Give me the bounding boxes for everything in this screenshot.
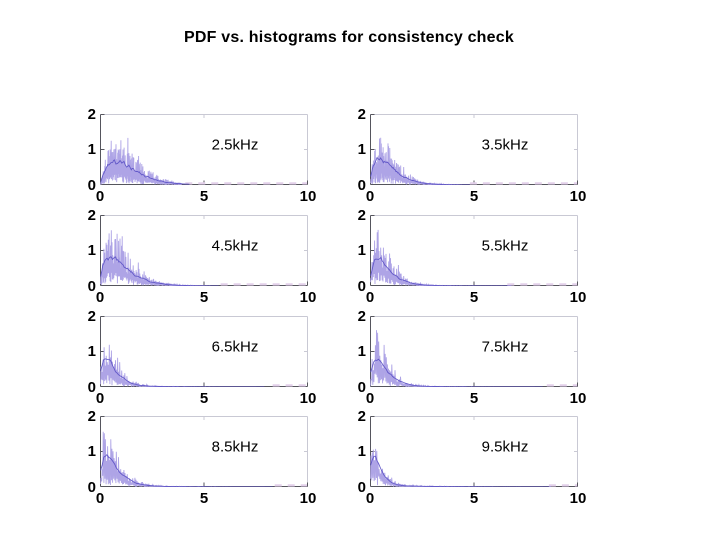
y-tick-label: 1 — [357, 242, 366, 259]
y-tick-label: 1 — [87, 443, 96, 460]
y-tick-label: 1 — [87, 141, 96, 158]
x-tick-label: 5 — [469, 188, 479, 205]
x-tick-label: 10 — [569, 289, 587, 306]
histogram-plot — [370, 114, 578, 185]
plot-panel-7.5kHz: 0 1 2 0 5 10 7.5kHz — [358, 309, 587, 407]
x-tick-label: 0 — [95, 390, 105, 407]
plot-panel-9.5kHz: 0 1 2 0 5 10 9.5kHz — [358, 409, 587, 507]
x-tick-label: 0 — [365, 490, 375, 507]
frequency-label: 5.5kHz — [481, 237, 529, 255]
plot-panel-2.5kHz: 0 1 2 0 5 10 2.5kHz — [88, 107, 317, 205]
x-tick-label: 10 — [299, 390, 317, 407]
plot-panel-6.5kHz: 0 1 2 0 5 10 6.5kHz — [88, 309, 317, 407]
slide-title: PDF vs. histograms for consistency check — [184, 29, 514, 46]
frequency-label: 9.5kHz — [481, 438, 529, 456]
histogram-trace — [100, 137, 182, 185]
y-tick-label: 1 — [87, 242, 96, 259]
x-tick-label: 10 — [299, 490, 317, 507]
y-tick-label: 0 — [357, 378, 366, 396]
frequency-label: 7.5kHz — [481, 338, 529, 356]
pdf-line — [100, 256, 219, 286]
pdf-line — [370, 157, 470, 185]
plot-panel-8.5kHz: 0 1 2 0 5 10 8.5kHz — [88, 409, 317, 507]
x-tick-label: 5 — [199, 490, 209, 507]
y-tick-label: 0 — [87, 277, 96, 295]
y-tick-label: 0 — [87, 378, 96, 396]
pdf-line — [370, 256, 512, 286]
x-tick-label: 5 — [469, 490, 479, 507]
frequency-label: 3.5kHz — [481, 136, 529, 154]
plot-panel-5.5kHz: 0 1 2 0 5 10 5.5kHz — [358, 208, 587, 306]
y-tick-label: 1 — [357, 141, 366, 158]
y-tick-label: 2 — [357, 105, 366, 123]
histogram-plot — [100, 316, 308, 387]
y-tick-label: 0 — [87, 176, 96, 194]
y-tick-label: 2 — [87, 407, 96, 425]
y-tick-label: 1 — [357, 343, 366, 360]
x-tick-label: 10 — [299, 289, 317, 306]
frequency-label: 4.5kHz — [211, 237, 259, 255]
x-tick-label: 10 — [569, 188, 587, 205]
histogram-trace — [100, 230, 211, 286]
y-tick-label: 0 — [87, 478, 96, 496]
pdf-line — [100, 159, 190, 185]
pdf-line — [100, 358, 265, 387]
histogram-plot — [370, 416, 578, 487]
y-tick-label: 2 — [87, 206, 96, 224]
x-tick-label: 5 — [469, 390, 479, 407]
y-tick-label: 2 — [357, 307, 366, 325]
frequency-label: 2.5kHz — [211, 136, 259, 154]
y-tick-label: 2 — [87, 307, 96, 325]
plot-panel-3.5kHz: 0 1 2 0 5 10 3.5kHz — [358, 107, 587, 205]
y-tick-label: 2 — [357, 206, 366, 224]
x-tick-label: 10 — [299, 188, 317, 205]
histogram-plot — [100, 114, 308, 185]
x-tick-label: 0 — [95, 188, 105, 205]
plot-panel-4.5kHz: 0 1 2 0 5 10 4.5kHz — [88, 208, 317, 306]
y-tick-label: 2 — [357, 407, 366, 425]
x-tick-label: 0 — [95, 490, 105, 507]
pdf-line — [370, 358, 543, 387]
x-tick-label: 10 — [569, 390, 587, 407]
pdf-line — [100, 453, 273, 487]
frequency-label: 8.5kHz — [211, 438, 259, 456]
y-tick-label: 0 — [357, 176, 366, 194]
y-tick-label: 0 — [357, 478, 366, 496]
x-tick-label: 0 — [365, 390, 375, 407]
x-tick-label: 0 — [365, 188, 375, 205]
x-tick-label: 5 — [199, 188, 209, 205]
histogram-plot — [100, 416, 308, 487]
y-tick-label: 0 — [357, 277, 366, 295]
histogram-plot — [100, 215, 308, 286]
frequency-label: 6.5kHz — [211, 338, 259, 356]
histogram-plot — [370, 215, 578, 286]
x-tick-label: 0 — [95, 289, 105, 306]
pdf-line — [370, 455, 551, 487]
x-tick-label: 0 — [365, 289, 375, 306]
x-tick-label: 5 — [199, 390, 209, 407]
y-tick-label: 1 — [87, 343, 96, 360]
x-tick-label: 5 — [199, 289, 209, 306]
x-tick-label: 10 — [569, 490, 587, 507]
x-tick-label: 5 — [469, 289, 479, 306]
histogram-plot — [370, 316, 578, 387]
y-tick-label: 1 — [357, 443, 366, 460]
y-tick-label: 2 — [87, 105, 96, 123]
